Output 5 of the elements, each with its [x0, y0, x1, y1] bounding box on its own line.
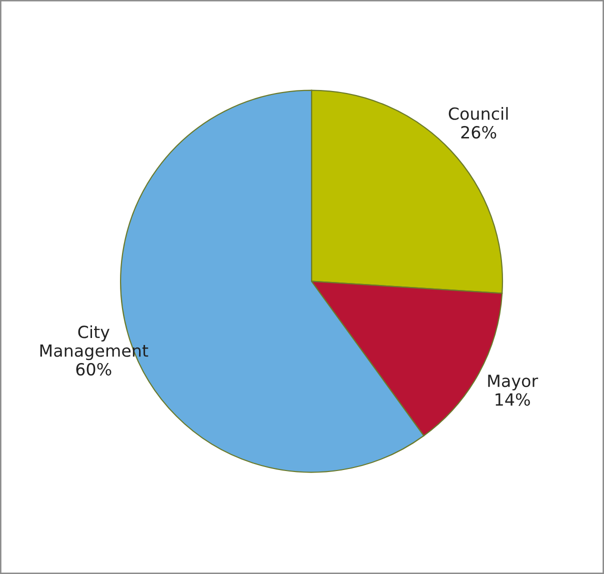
slice-label: Mayor: [488, 374, 538, 390]
data-label: 60%: [76, 362, 112, 376]
data-label: 14%: [496, 393, 530, 406]
data-label: 26%: [461, 126, 496, 139]
slice-label: Council: [448, 107, 508, 120]
